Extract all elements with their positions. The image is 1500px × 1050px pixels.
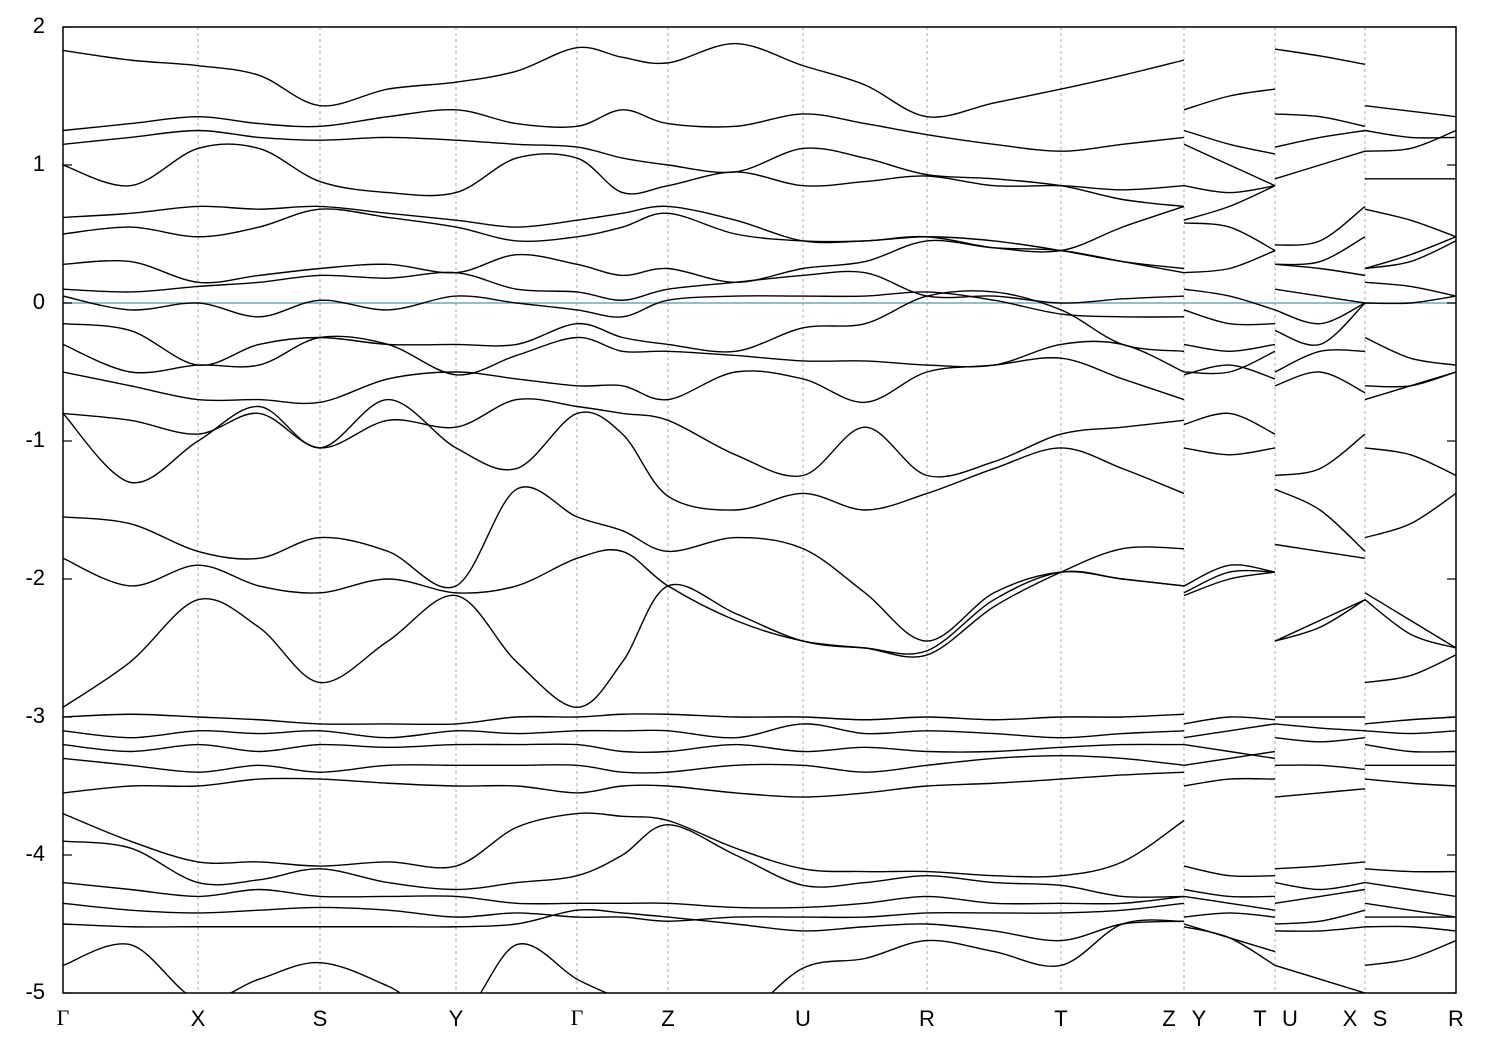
band	[63, 129, 1456, 208]
band	[63, 723, 1456, 739]
x-tick-label: Γ	[57, 1005, 70, 1030]
x-tick-label: T	[1054, 1006, 1067, 1031]
band	[63, 771, 1456, 798]
band	[63, 143, 1456, 197]
x-tick-label: Z	[661, 1006, 674, 1031]
plot-frame	[62, 26, 1457, 994]
band	[63, 902, 1456, 925]
x-tick-label: X	[191, 1006, 206, 1031]
band	[63, 881, 1456, 918]
band	[63, 908, 1456, 953]
y-tick-label: -4	[25, 841, 45, 866]
x-tick-label: T	[1253, 1006, 1266, 1031]
y-tick-label: -1	[25, 427, 45, 452]
x-tick-label: S	[1373, 1006, 1388, 1031]
band	[63, 42, 1456, 118]
band	[63, 357, 1456, 405]
band	[63, 398, 1456, 478]
band	[63, 185, 1456, 253]
band	[63, 291, 1456, 326]
band	[63, 208, 1456, 270]
band	[63, 713, 1456, 726]
band	[63, 290, 1456, 366]
band	[63, 823, 1456, 898]
y-tick-label: -5	[25, 979, 45, 1004]
band	[63, 570, 1456, 709]
x-tick-label: Y	[1192, 1006, 1207, 1031]
band	[63, 108, 1456, 155]
band	[63, 737, 1456, 760]
band	[63, 398, 1456, 552]
x-tick-label: S	[313, 1006, 328, 1031]
y-tick-label: -2	[25, 565, 45, 590]
y-tick-label: 0	[33, 289, 45, 314]
x-tick-label: R	[919, 1006, 935, 1031]
x-tick-label: U	[1282, 1006, 1298, 1031]
band	[63, 750, 1456, 774]
band	[63, 270, 1456, 311]
grid	[197, 27, 1366, 993]
x-tick-label: U	[795, 1006, 811, 1031]
band	[63, 812, 1456, 878]
x-tick-label: Γ	[571, 1005, 584, 1030]
x-tick-label: X	[1343, 1006, 1358, 1031]
band	[63, 486, 1456, 649]
x-tick-label: Z	[1162, 1006, 1175, 1031]
band	[63, 919, 1456, 993]
y-tick-label: -3	[25, 703, 45, 728]
band	[63, 546, 1456, 684]
y-tick-label: 2	[33, 13, 45, 38]
bands	[63, 42, 1456, 993]
x-tick-label: R	[1448, 1006, 1464, 1031]
x-tick-label: Y	[449, 1006, 464, 1031]
y-tick-label: 1	[33, 151, 45, 176]
band	[63, 239, 1456, 284]
band	[63, 335, 1456, 388]
